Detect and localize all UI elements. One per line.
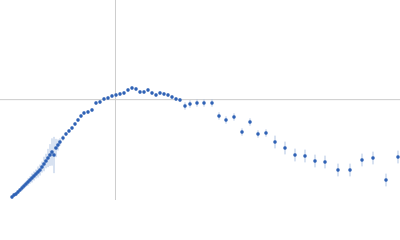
- point: [150, 91, 154, 95]
- point: [293, 153, 297, 157]
- point: [90, 108, 94, 112]
- point: [54, 146, 58, 150]
- point: [240, 130, 244, 134]
- point: [371, 156, 375, 160]
- point: [58, 140, 62, 144]
- point: [178, 98, 182, 102]
- point: [61, 136, 65, 140]
- point: [130, 86, 134, 90]
- point: [48, 153, 52, 157]
- point: [174, 97, 178, 101]
- point: [224, 118, 228, 122]
- point: [384, 178, 388, 182]
- point: [313, 159, 317, 163]
- point: [232, 115, 236, 119]
- point: [146, 88, 150, 92]
- point: [126, 88, 130, 92]
- point: [264, 131, 268, 135]
- point: [360, 158, 364, 162]
- point: [86, 110, 90, 114]
- point: [166, 93, 170, 97]
- point: [273, 140, 277, 144]
- point: [98, 100, 102, 104]
- point: [79, 114, 83, 118]
- point: [122, 91, 126, 95]
- point: [67, 129, 71, 133]
- point: [348, 168, 352, 172]
- point: [40, 165, 44, 169]
- point: [134, 87, 138, 91]
- point: [183, 104, 187, 108]
- point: [64, 132, 68, 136]
- point: [283, 146, 287, 150]
- point: [106, 96, 110, 100]
- point: [217, 114, 221, 118]
- point: [94, 101, 98, 105]
- point: [46, 156, 50, 160]
- point: [170, 95, 174, 99]
- point: [44, 159, 48, 163]
- point: [154, 93, 158, 97]
- point: [195, 101, 199, 105]
- point: [110, 94, 114, 98]
- point: [202, 101, 206, 105]
- point: [248, 120, 252, 124]
- point: [42, 162, 46, 166]
- point: [114, 93, 118, 97]
- point: [38, 168, 42, 172]
- point: [50, 150, 54, 154]
- chart: [0, 0, 400, 200]
- point: [118, 92, 122, 96]
- point: [162, 92, 166, 96]
- point: [323, 160, 327, 164]
- point: [102, 97, 106, 101]
- point: [70, 126, 74, 130]
- point: [336, 168, 340, 172]
- point: [210, 101, 214, 105]
- point: [73, 122, 77, 126]
- point: [256, 132, 260, 136]
- point: [56, 143, 60, 147]
- point: [138, 90, 142, 94]
- point: [158, 91, 162, 95]
- point: [76, 118, 80, 122]
- point: [396, 155, 400, 159]
- point: [142, 90, 146, 94]
- point: [82, 111, 86, 115]
- point: [52, 153, 56, 157]
- point: [188, 102, 192, 106]
- point: [303, 154, 307, 158]
